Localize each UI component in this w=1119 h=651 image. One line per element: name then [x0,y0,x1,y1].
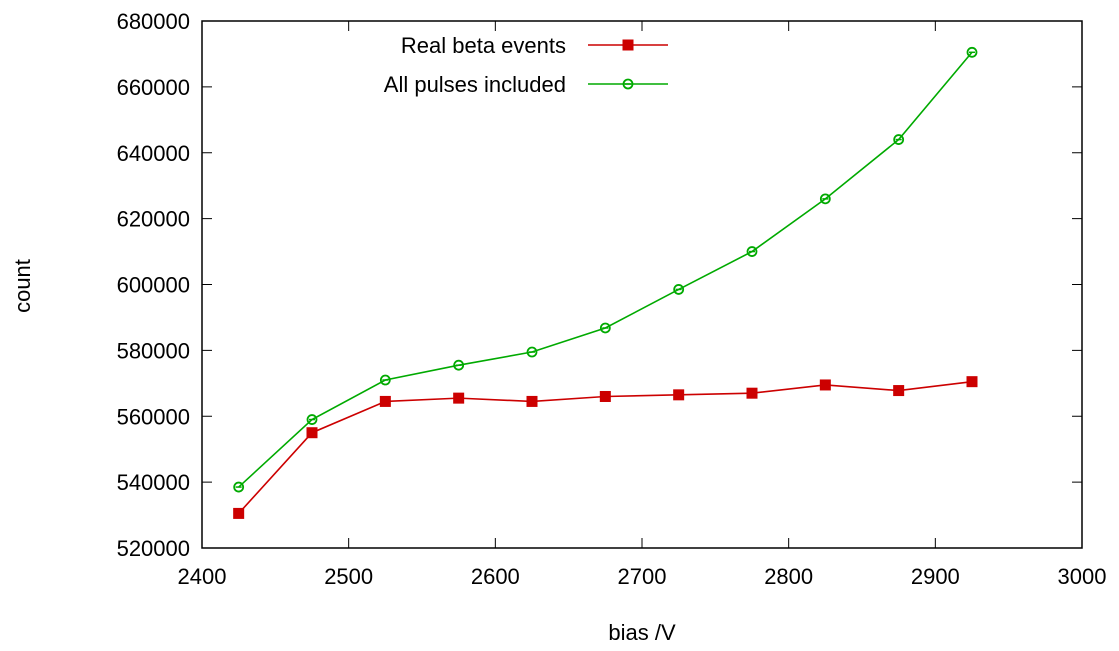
data-point [306,427,318,439]
data-point [526,395,538,407]
data-point [893,134,905,145]
x-tick-label: 2500 [324,564,373,589]
legend: Real beta events All pulses included [384,33,668,97]
x-axis: 2400 2500 2600 2700 2800 2900 3000 [178,21,1107,589]
legend-label: All pulses included [384,72,566,97]
y-tick-label: 680000 [117,9,190,34]
y-tick-label: 620000 [117,207,190,232]
y-tick-label: 580000 [117,338,190,363]
y-axis: 520000 540000 560000 580000 600000 620000 6400… [117,9,1082,561]
y-tick-label: 520000 [117,536,190,561]
data-point [526,346,538,358]
data-point [673,284,685,295]
data-point [379,395,391,407]
x-axis-label: bias /V [608,620,676,645]
x-tick-label: 2800 [764,564,813,589]
data-point [379,374,391,386]
x-tick-label: 2400 [178,564,227,589]
y-tick-label: 660000 [117,75,190,100]
data-point [893,385,905,397]
data-point [306,414,318,425]
series-layer [233,46,978,519]
data-point [746,387,758,399]
x-tick-label: 2900 [911,564,960,589]
data-point [453,359,465,371]
y-tick-label: 540000 [117,470,190,495]
data-point [599,390,611,402]
x-tick-label: 3000 [1058,564,1107,589]
data-point [622,78,634,90]
data-point [746,246,758,257]
series-line [238,51,973,488]
data-point [622,39,634,51]
x-tick-label: 2700 [618,564,667,589]
y-tick-label: 560000 [117,404,190,429]
series-all-pulses-included [233,46,978,493]
plot-frame [201,20,1083,549]
data-point [233,507,245,519]
data-point [819,193,831,205]
data-point [233,481,245,493]
data-point [599,322,611,334]
legend-label: Real beta events [401,33,566,58]
y-tick-label: 640000 [117,141,190,166]
y-tick-label: 600000 [117,273,190,298]
x-tick-label: 2600 [471,564,520,589]
data-point [673,389,685,401]
data-point [819,379,831,391]
data-point [966,376,978,388]
data-point [453,392,465,404]
series-real-beta-events [233,376,978,519]
data-point [966,46,978,58]
y-axis-label: count [10,259,35,313]
